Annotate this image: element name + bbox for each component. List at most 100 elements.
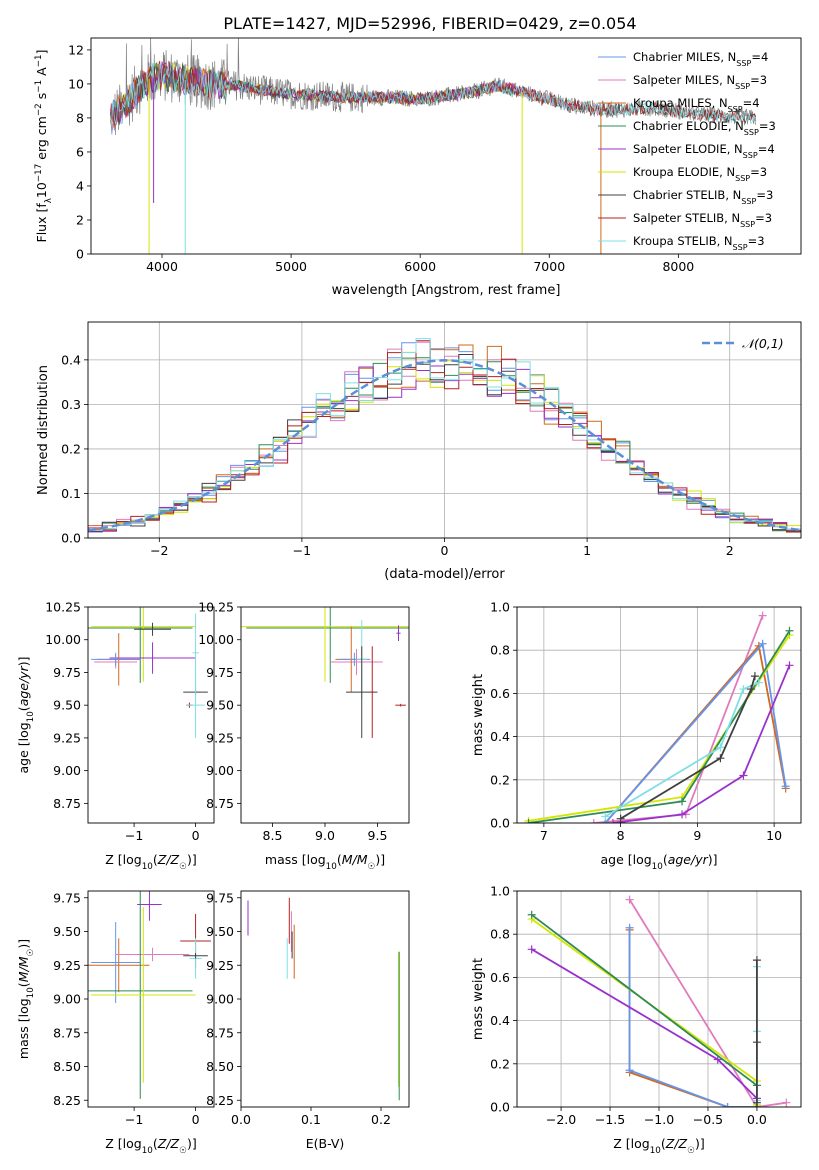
error-bar-point (91, 607, 196, 682)
error-bar-point (330, 648, 383, 676)
x-tick-label: 0 (192, 828, 200, 843)
x-tick-label: 5000 (275, 259, 307, 274)
y-tick-label: 9.50 (53, 698, 81, 713)
series-marker (747, 685, 756, 694)
axes-frame (87, 606, 215, 824)
series-marker (678, 797, 687, 806)
y-tick-label: 2 (76, 212, 84, 227)
y-tick-label: 0.2 (490, 772, 510, 787)
y-tick-label: 0.6 (490, 970, 510, 985)
x-axis-label: mass [log10(M/M☉)] (265, 852, 385, 872)
y-tick-label: 8 (76, 110, 84, 125)
y-tick-label: 8.75 (206, 796, 234, 811)
figure-title: PLATE=1427, MJD=52996, FIBERID=0429, z=0… (223, 14, 636, 33)
error-bar-point (91, 922, 141, 1004)
x-tick-label: 8.5 (263, 828, 283, 843)
legend: Chabrier MILES, NSSP=4 Salpeter MILES, NS… (598, 50, 776, 252)
x-tick-label: −2 (150, 543, 168, 558)
series-marker (781, 782, 790, 791)
plot-content-residuals (88, 338, 801, 533)
y-tick-label: 9.75 (206, 890, 234, 905)
series-marker (608, 819, 617, 823)
y-tick-label: 0.4 (490, 1013, 510, 1028)
y-tick-label: 9.00 (53, 992, 81, 1007)
legend: 𝒩(0,1) (702, 336, 784, 351)
y-tick-label: 10.00 (45, 632, 81, 647)
x-tick-label: 7000 (533, 259, 565, 274)
legend-label: Salpeter STELIB, NSSP=3 (633, 211, 772, 229)
panel-massweight_vs_Z: −2.0 −1.5 −1.0 −0.5 0.0 0.0 0.2 0.4 0.6 0.8 1.0 Z [… (471, 884, 802, 1156)
error-bar-point (396, 625, 401, 642)
error-bar-point (246, 607, 409, 683)
plot-area-massweight_vs_age (517, 606, 801, 824)
series-marker (754, 678, 763, 687)
y-tick-label: 8.75 (206, 1025, 234, 1040)
plot-area-massweight_vs_Z (517, 890, 801, 1108)
panel-mass_vs_ebv: 0.0 0.1 0.2 8.25 8.50 8.75 9.00 9.25 9.50 9.75 E(B… (206, 890, 410, 1151)
series-line (528, 630, 791, 823)
panel-age_vs_mass: 8.5 9.0 9.5 8.75 9.00 9.25 9.50 9.75 10.00 10.25 m… (198, 600, 410, 872)
series-line (612, 664, 791, 823)
axes-frame (240, 890, 410, 1108)
legend-label: Chabrier MILES, NSSP=4 (633, 50, 768, 68)
series-marker (782, 1098, 791, 1107)
y-axis-label: mass [log10(M/M☉)] (16, 939, 36, 1059)
normal-curve-line (88, 359, 801, 532)
model-line (110, 60, 757, 126)
series-marker (785, 661, 794, 670)
x-axis-label: age [log10(age/yr)] (600, 852, 717, 872)
x-tick-label: −1 (125, 828, 143, 843)
y-tick-label: 10.25 (198, 600, 234, 615)
y-tick-label: 9.50 (206, 698, 234, 713)
series-marker (616, 814, 625, 823)
series-marker (723, 1103, 732, 1107)
x-tick-label: 0.0 (747, 1112, 767, 1127)
y-tick-label: 9.25 (206, 730, 234, 745)
plot-content-massweight_vs_age (524, 611, 794, 823)
y-axis-label: Normed distribution (36, 365, 51, 495)
error-bar-point (88, 891, 193, 1099)
series-marker (716, 743, 725, 752)
x-tick-label: 4000 (146, 259, 178, 274)
x-tick-label: 7 (540, 828, 548, 843)
series-line (620, 675, 756, 820)
x-tick-label: 1 (583, 543, 591, 558)
y-tick-label: 8.75 (53, 1025, 81, 1040)
y-tick-label: 6 (76, 144, 84, 159)
error-bar-point (91, 652, 141, 666)
y-tick-label: 0 (76, 247, 84, 262)
y-tick-label: 0.8 (490, 927, 510, 942)
x-tick-label: 9.0 (315, 828, 335, 843)
series-marker (678, 810, 687, 819)
series-marker (750, 672, 759, 681)
x-tick-label: −0.5 (693, 1112, 723, 1127)
plot-content-mass_vs_Z (88, 891, 211, 1099)
error-bar-point (109, 642, 196, 674)
series-marker (625, 923, 634, 932)
panel-age_vs_Z: −1 0 8.75 9.00 9.25 9.50 9.75 10.00 10.25 Z [log1… (16, 600, 215, 872)
legend-label: Kroupa MILES, NSSP=4 (633, 96, 760, 114)
series-line (528, 634, 791, 822)
y-tick-label: 10 (68, 76, 84, 91)
x-tick-label: −1.5 (595, 1112, 625, 1127)
x-axis-label: Z [log10(Z/Z☉)] (105, 1136, 196, 1156)
axes-frame (516, 606, 802, 824)
x-tick-label: 0 (441, 543, 449, 558)
series-marker (527, 945, 536, 954)
series-marker (589, 819, 598, 823)
y-axis-label: mass weight (471, 674, 486, 756)
panel-mass_vs_Z: −1 0 8.25 8.50 8.75 9.00 9.25 9.50 9.75 Z [log10(… (16, 890, 215, 1156)
series-marker (524, 819, 533, 823)
series-line (604, 643, 787, 823)
x-axis-label: E(B-V) (306, 1136, 345, 1151)
x-tick-label: 10 (766, 828, 782, 843)
error-bar-point (134, 622, 171, 636)
series-marker (527, 910, 536, 919)
x-axis-label: wavelength [Angstrom, rest frame] (332, 283, 561, 298)
x-tick-label: 0.0 (231, 1112, 251, 1127)
error-bar-point (395, 703, 406, 707)
y-tick-label: 9.00 (206, 763, 234, 778)
x-tick-label: 8000 (662, 259, 694, 274)
axes-frame (90, 37, 802, 255)
